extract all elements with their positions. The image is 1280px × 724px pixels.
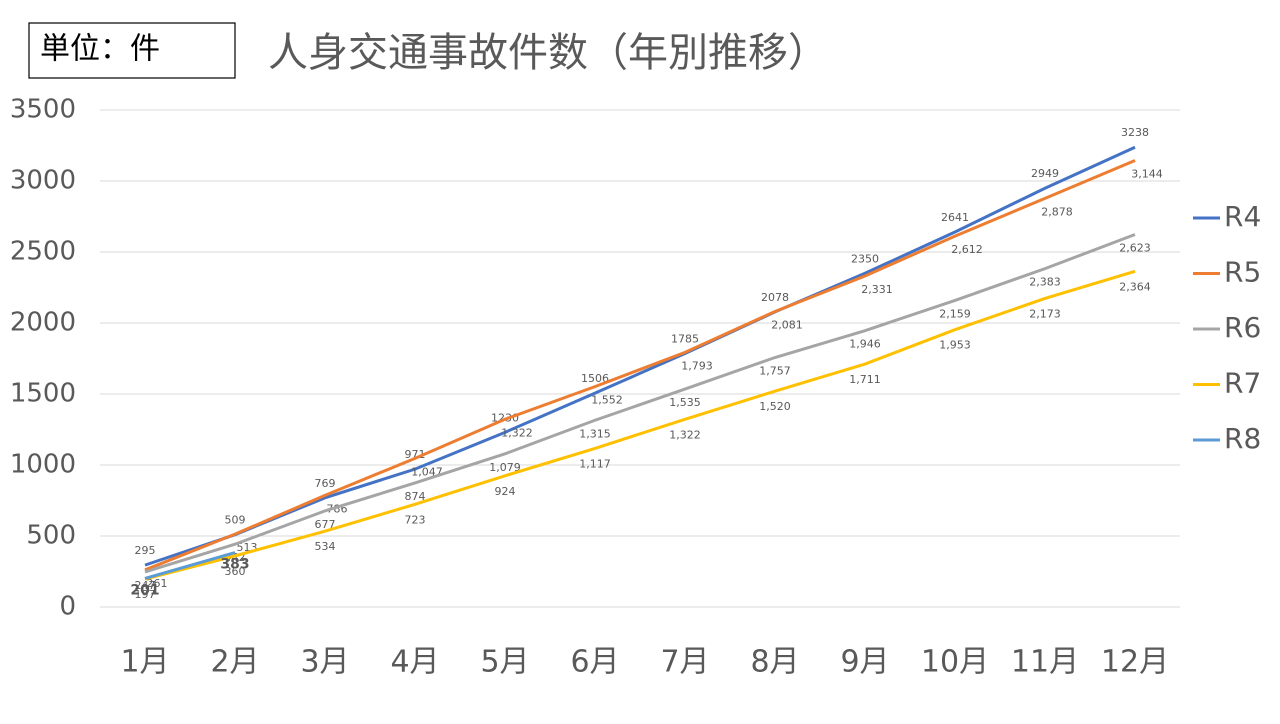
x-tick-label: 12月 — [1101, 645, 1169, 680]
data-label: 534 — [315, 540, 336, 553]
x-tick-label: 9月 — [840, 645, 889, 680]
data-label: 1,711 — [849, 373, 881, 386]
data-label: 295 — [135, 544, 156, 557]
x-tick-label: 1月 — [120, 645, 169, 680]
data-label: 2,878 — [1041, 205, 1073, 218]
y-tick-label: 2000 — [10, 308, 76, 338]
series-line — [144, 159, 1136, 572]
data-label: 201 — [130, 582, 159, 598]
data-label: 360 — [225, 565, 246, 578]
data-label: 1,117 — [579, 457, 611, 470]
data-label: 1,322 — [501, 426, 533, 439]
data-label: 1,946 — [849, 338, 881, 351]
x-tick-label: 6月 — [570, 645, 619, 680]
legend-label: R8 — [1224, 422, 1261, 455]
data-label: 247 — [135, 579, 156, 592]
legend-label: R4 — [1224, 200, 1261, 233]
data-label: 1,315 — [579, 427, 611, 440]
data-label: 2,331 — [861, 283, 893, 296]
data-label: 677 — [315, 518, 336, 531]
legend-label: R6 — [1224, 311, 1261, 344]
data-label: 1,793 — [681, 359, 713, 372]
data-label: 3238 — [1121, 126, 1149, 139]
data-label: 2,173 — [1029, 307, 1061, 320]
data-label: 1,322 — [669, 428, 701, 441]
series-line — [144, 145, 1136, 567]
legend-label: R7 — [1224, 367, 1261, 400]
data-label: 1,552 — [591, 394, 623, 407]
y-tick-label: 1500 — [10, 379, 76, 409]
data-label: 197 — [135, 588, 156, 601]
data-label: 1,079 — [489, 461, 521, 474]
data-label: 2,364 — [1119, 280, 1151, 293]
data-label: 509 — [225, 514, 246, 527]
unit-label: 単位：件 — [40, 32, 160, 67]
y-tick-label: 3000 — [10, 166, 76, 196]
data-label: 1,953 — [939, 339, 971, 352]
x-tick-label: 4月 — [390, 645, 439, 680]
x-tick-label: 2月 — [210, 645, 259, 680]
data-label: 2,623 — [1119, 242, 1151, 255]
y-tick-label: 2500 — [10, 237, 76, 267]
series-line — [144, 269, 1136, 581]
data-label: 2,383 — [1029, 276, 1061, 289]
data-label: 723 — [405, 513, 426, 526]
data-label: 1785 — [671, 333, 699, 346]
data-label: 3,144 — [1131, 168, 1163, 181]
data-label: 924 — [495, 485, 516, 498]
x-tick-label: 10月 — [921, 645, 989, 680]
data-label: 1506 — [581, 372, 609, 385]
y-tick-label: 0 — [59, 592, 76, 622]
x-tick-label: 11月 — [1011, 645, 1079, 680]
series-line — [144, 233, 1136, 574]
data-label: 971 — [405, 448, 426, 461]
chart-title: 人身交通事故件数（年別推移） — [268, 30, 828, 76]
unit-box — [28, 22, 236, 79]
data-label: 2,081 — [771, 318, 803, 331]
x-tick-label: 7月 — [660, 645, 709, 680]
series-line — [144, 551, 236, 580]
x-tick-label: 8月 — [750, 645, 799, 680]
data-label: 2641 — [941, 211, 969, 224]
y-tick-label: 500 — [26, 521, 76, 551]
data-label: 261 — [147, 577, 168, 590]
data-label: 2,612 — [951, 243, 983, 256]
y-tick-label: 1000 — [10, 450, 76, 480]
data-label: 874 — [405, 490, 426, 503]
legend-label: R5 — [1224, 256, 1261, 289]
data-label: 383 — [220, 557, 249, 573]
data-label: 2078 — [761, 291, 789, 304]
data-label: 2,159 — [939, 307, 971, 320]
x-tick-label: 5月 — [480, 645, 529, 680]
data-label: 2949 — [1031, 167, 1059, 180]
x-tick-label: 3月 — [300, 645, 349, 680]
data-label: 2350 — [851, 252, 879, 265]
data-label: 1,757 — [759, 365, 791, 378]
data-label: 769 — [315, 477, 336, 490]
y-tick-label: 3500 — [10, 95, 76, 125]
data-label: 1,520 — [759, 400, 791, 413]
data-label: 1,535 — [669, 396, 701, 409]
